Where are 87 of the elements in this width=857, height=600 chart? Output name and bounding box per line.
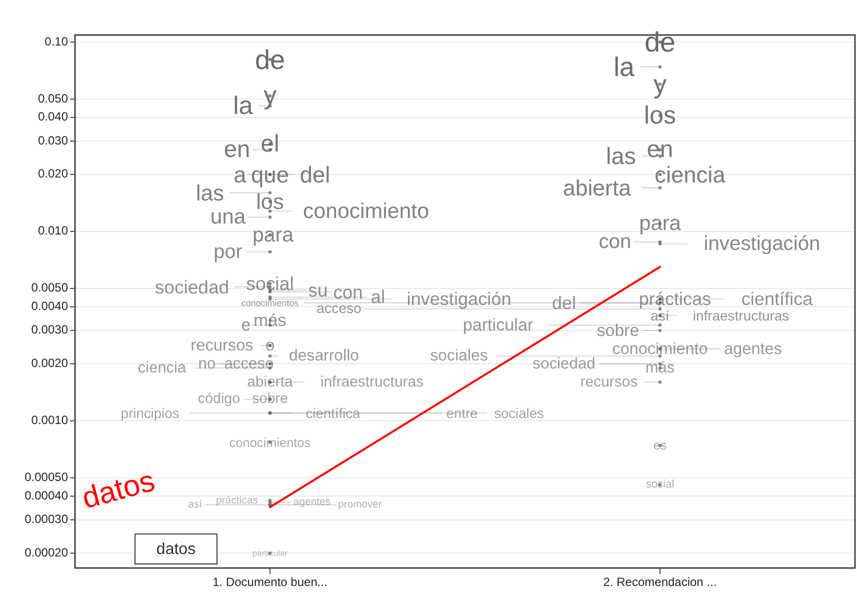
data-label: particular (252, 548, 288, 558)
data-label: en (646, 136, 674, 163)
data-label: los (644, 101, 676, 130)
data-label: con (598, 230, 632, 253)
data-label: e (241, 316, 251, 335)
y-tick-label: 0.0050 (31, 280, 68, 295)
y-tick-label: 0.0030 (31, 322, 68, 337)
data-label: más (254, 310, 287, 330)
data-label: las (196, 180, 224, 206)
text: datos (156, 541, 196, 558)
data-label: a (234, 161, 247, 188)
data-label: de (644, 26, 676, 58)
data-label: su (308, 280, 328, 301)
data-label: así (650, 307, 670, 324)
data-label: así (188, 499, 202, 510)
y-tick-label: 0.0010 (31, 412, 68, 427)
y-tick-label: 0.010 (38, 224, 68, 238)
data-label: en (224, 136, 250, 163)
data-label: prácticas (638, 288, 712, 309)
data-label: social (646, 478, 674, 491)
data-label: sociales (494, 404, 544, 421)
data-label: recursos (580, 374, 638, 391)
data-label: la (233, 92, 254, 120)
data-label: una (210, 206, 246, 229)
y-tick-label: 0.0040 (31, 298, 68, 313)
data-label: entre (446, 404, 478, 421)
data-label: conocimientos (241, 298, 300, 308)
data-label: investigación (406, 288, 512, 309)
data-label: prácticas (216, 494, 258, 506)
data-label: o (265, 336, 275, 354)
text: datos (78, 464, 158, 516)
data-label: del (300, 161, 330, 188)
data-label: y (653, 69, 668, 100)
data-label: principios (120, 404, 180, 421)
data-label: con (333, 281, 363, 302)
data-label: conocimientos (229, 434, 311, 450)
y-tick-label: 0.00040 (24, 488, 68, 502)
data-label: de (254, 44, 286, 75)
y-tick-label: 0.10 (44, 34, 68, 48)
data-label: y (264, 82, 277, 110)
data-label: sobre (596, 320, 640, 340)
data-label: ciencia (138, 360, 187, 377)
data-label: desarrollo (289, 347, 360, 364)
data-label: sobre (252, 391, 288, 408)
data-label: abierta (562, 175, 632, 200)
y-tick-label: 0.040 (38, 110, 68, 124)
data-label: agentes (724, 340, 782, 358)
y-tick-label: 0.00050 (24, 470, 68, 484)
data-label: para (639, 212, 682, 236)
data-label: que (251, 161, 289, 188)
y-tick-label: 0.030 (38, 133, 68, 148)
x-tick-label: 1. Documento buen... (212, 575, 328, 589)
data-label: código (198, 391, 240, 408)
data-label: ciencia (654, 161, 726, 188)
data-label: acceso (316, 300, 362, 317)
data-label: científica (741, 288, 814, 309)
data-label: al (370, 287, 386, 308)
data-label: las (606, 143, 636, 170)
data-label: no (198, 355, 216, 372)
data-label: particular (462, 316, 534, 335)
data-label: sociales (430, 347, 488, 364)
y-tick-label: 0.050 (38, 91, 68, 106)
y-tick-label: 0.0020 (31, 356, 68, 370)
data-label: agentes (293, 497, 331, 508)
y-tick-label: 0.020 (38, 166, 68, 181)
data-label: el (260, 130, 280, 158)
y-tick-label: 0.00030 (24, 512, 68, 526)
data-label: por (214, 240, 243, 263)
data-label: conocimiento (612, 340, 708, 358)
y-tick-label: 0.00020 (24, 545, 68, 560)
x-tick-label: 2. Recomendacion ... (603, 575, 717, 589)
data-label: abierta (247, 374, 294, 391)
data-label: sociedad (532, 355, 596, 372)
data-label: recursos (190, 336, 254, 354)
data-label: promover (338, 499, 382, 510)
data-label: social (246, 273, 294, 294)
data-label: la (614, 52, 635, 82)
data-label: para (252, 223, 294, 246)
data-label: los (256, 188, 284, 214)
data-label: infraestructuras (320, 374, 424, 391)
data-label: conocimiento (303, 199, 429, 224)
data-label: infraestructuras (692, 307, 790, 324)
data-label: sociedad (154, 276, 230, 298)
data-label: más (645, 360, 675, 377)
data-label: es (653, 438, 667, 453)
data-label: del (552, 292, 576, 313)
data-label: investigación (704, 232, 820, 255)
